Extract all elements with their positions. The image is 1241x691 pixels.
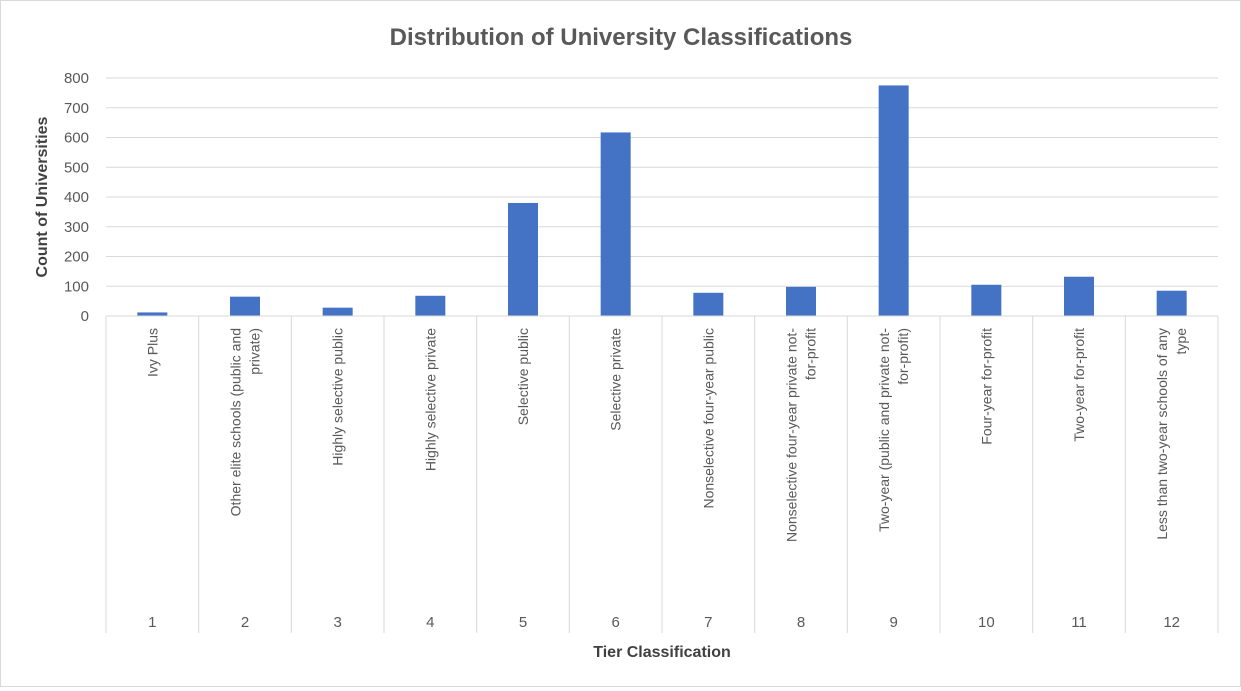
category-name-line: Highly selective public: [330, 328, 346, 466]
category-name-label: Selective public: [515, 328, 531, 425]
svg-text:Selective private: Selective private: [608, 328, 624, 431]
category-name-label: Selective private: [608, 328, 624, 431]
svg-text:Selective public: Selective public: [515, 328, 531, 425]
y-tick-label: 700: [64, 100, 89, 117]
y-tick-label: 600: [64, 130, 89, 147]
svg-text:Two-year (public and private n: Two-year (public and private not-for-pro…: [876, 328, 911, 532]
bars: [137, 85, 1187, 316]
x-tick-label: 10: [978, 614, 995, 631]
category-name-line: Nonselective four-year private not-: [784, 328, 800, 542]
category-name-label: Other elite schools (public and private): [228, 328, 263, 516]
x-tick-label: 1: [148, 614, 156, 631]
category-name-label: Two-year for-profit: [1071, 328, 1087, 442]
bar: [693, 292, 724, 316]
category-name-label: Less than two-year schools of any type: [1154, 328, 1189, 540]
x-axis: 1 Ivy Plus 2 Other elite schools (public an…: [105, 315, 1219, 633]
bar: [971, 284, 1002, 316]
category-name-line: Ivy Plus: [144, 328, 160, 377]
svg-text:Less than two-year schools of: Less than two-year schools of any type: [1154, 328, 1189, 540]
bar: [137, 312, 168, 316]
category-name-label: Highly selective public: [330, 328, 346, 466]
bar: [1064, 276, 1094, 316]
svg-text:Four-year for-profit: Four-year for-profit: [978, 328, 994, 445]
x-tick-label: 6: [611, 614, 619, 631]
y-tick-label: 100: [64, 278, 89, 295]
y-axis-ticks: 0 100 200 300 400 500 600 700 800: [64, 70, 89, 325]
y-tick-label: 800: [64, 70, 89, 87]
x-axis-title: Tier Classification: [593, 644, 731, 661]
bar: [322, 307, 353, 316]
x-tick-label: 7: [704, 614, 712, 631]
category-name-label: Ivy Plus: [144, 328, 160, 377]
category-name-line: Other elite schools (public and: [228, 328, 244, 516]
category-name-line: Selective public: [515, 328, 531, 425]
bar: [600, 132, 631, 316]
bar: [415, 295, 446, 316]
bar: [230, 296, 260, 316]
y-tick-label: 200: [64, 249, 89, 266]
x-tick-label: 9: [889, 614, 897, 631]
svg-text:Highly selective private: Highly selective private: [422, 328, 438, 471]
category-name-line: Selective private: [608, 328, 624, 431]
category-name-line: Two-year (public and private not-: [876, 328, 892, 532]
category-name-line: private): [247, 328, 263, 375]
bar: [1156, 290, 1187, 316]
bar: [786, 286, 816, 316]
category-name-line: Two-year for-profit: [1071, 328, 1087, 442]
y-tick-label: 400: [64, 189, 89, 206]
x-tick-label: 5: [519, 614, 527, 631]
svg-text:Two-year for-profit: Two-year for-profit: [1071, 328, 1087, 442]
svg-text:Other elite schools (public an: Other elite schools (public and private): [228, 328, 263, 516]
category-name-label: Highly selective private: [422, 328, 438, 471]
category-name-line: Four-year for-profit: [978, 328, 994, 445]
category-name-label: Nonselective four-year public: [700, 328, 716, 509]
category-name-line: Nonselective four-year public: [700, 328, 716, 509]
x-tick-label: 11: [1071, 614, 1087, 631]
svg-text:Highly selective public: Highly selective public: [330, 328, 346, 466]
bar: [508, 202, 538, 316]
category-name-label: Nonselective four-year private not-for-p…: [784, 328, 819, 542]
gridlines: [106, 77, 1218, 287]
svg-text:Nonselective four-year public: Nonselective four-year public: [700, 328, 716, 509]
category-name-line: Highly selective private: [422, 328, 438, 471]
category-name-line: Less than two-year schools of any: [1154, 328, 1170, 540]
category-name-line: for-profit: [803, 328, 819, 380]
category-name-line: for-profit): [895, 328, 911, 385]
bar: [878, 85, 909, 316]
category-name-label: Two-year (public and private not-for-pro…: [876, 328, 911, 532]
y-tick-label: 0: [81, 308, 89, 325]
x-tick-label: 3: [333, 614, 341, 631]
svg-text:Nonselective four-year private: Nonselective four-year private not-for-p…: [784, 328, 819, 542]
category-name-label: Four-year for-profit: [978, 328, 994, 445]
x-tick-label: 2: [241, 614, 249, 631]
y-axis-title: Count of Universities: [34, 116, 51, 277]
category-name-line: type: [1173, 328, 1189, 355]
svg-text:Ivy Plus: Ivy Plus: [144, 328, 160, 377]
y-tick-label: 300: [64, 219, 89, 236]
y-tick-label: 500: [64, 159, 89, 176]
x-tick-label: 12: [1163, 614, 1180, 631]
x-tick-label: 4: [426, 614, 434, 631]
x-tick-label: 8: [797, 614, 805, 631]
chart-title: Distribution of University Classificatio…: [390, 24, 853, 51]
